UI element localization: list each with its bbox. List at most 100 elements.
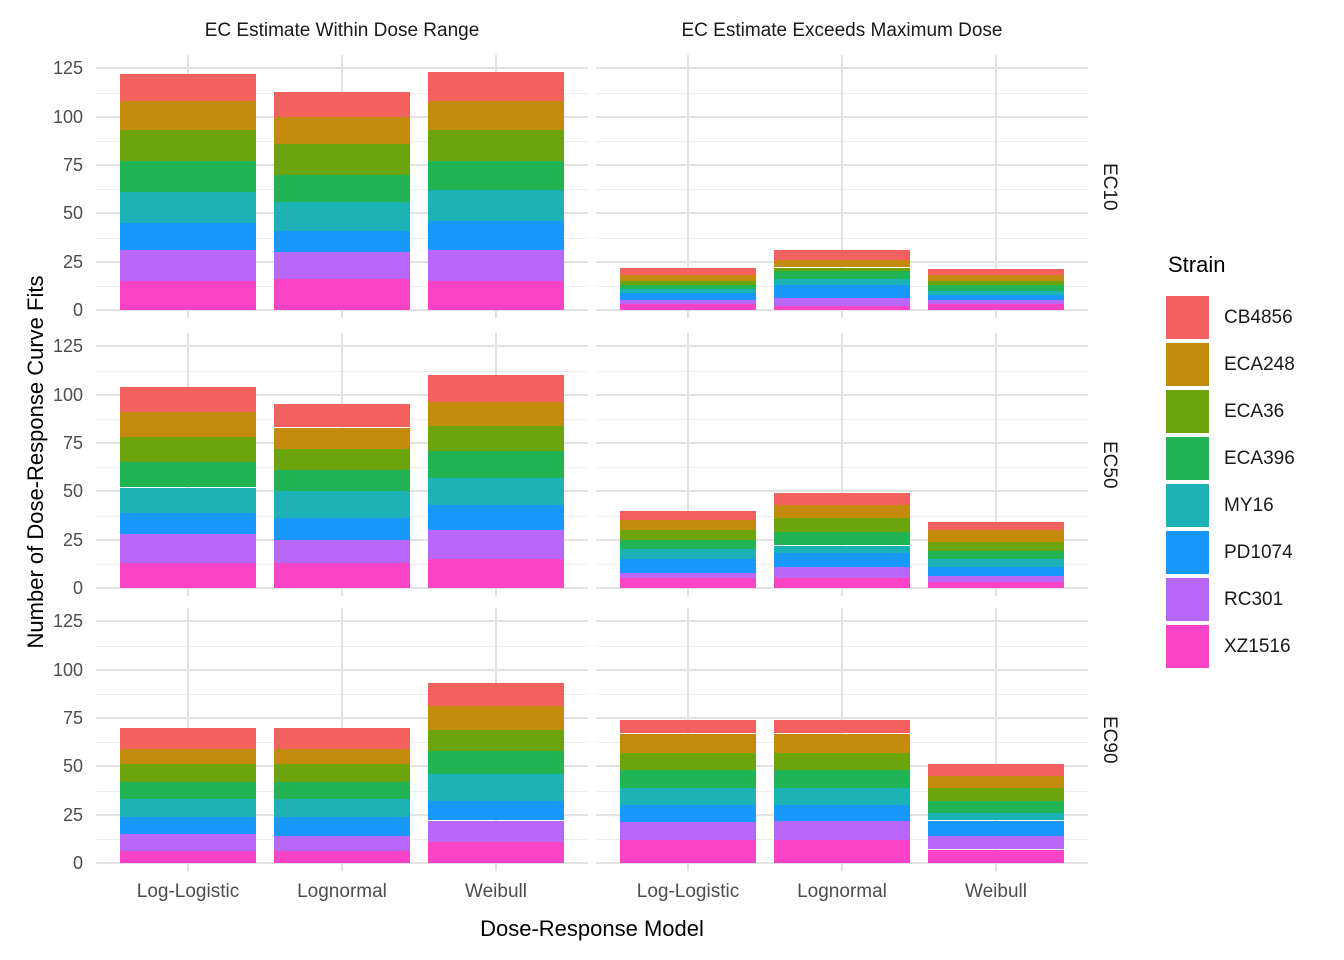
bar-segment-cb4856	[774, 250, 910, 260]
legend-label: ECA248	[1224, 353, 1295, 375]
bar-segment-eca248	[274, 427, 410, 449]
bar-segment-cb4856	[620, 267, 756, 276]
bar-segment-rc301	[774, 566, 910, 579]
bar-segment-eca248	[428, 402, 564, 426]
bar-segment-xz1516	[274, 851, 410, 863]
bar-segment-eca396	[620, 539, 756, 550]
bar-segment-eca248	[620, 275, 756, 281]
bar-segment-rc301	[274, 835, 410, 852]
bar-segment-my16	[620, 787, 756, 805]
x-axis-title: Dose-Response Model	[480, 916, 704, 941]
y-tick-label: 25	[62, 804, 83, 825]
bar-segment-xz1516	[928, 849, 1064, 863]
legend-item: RC301	[1166, 578, 1295, 621]
legend-item: XZ1516	[1166, 625, 1295, 668]
bar-segment-eca248	[428, 706, 564, 730]
bar-segment-rc301	[620, 300, 756, 305]
bar-segment-xz1516	[428, 559, 564, 588]
row-strip-ec10: EC10	[1099, 162, 1120, 211]
bar-segment-rc301	[428, 530, 564, 559]
y-tick-label: 125	[52, 336, 83, 357]
bar-segment-my16	[428, 774, 564, 802]
bar-segment-eca248	[928, 275, 1064, 281]
legend-item: CB4856	[1166, 296, 1295, 339]
bar-segment-rc301	[928, 300, 1064, 305]
bar-segment-cb4856	[274, 404, 410, 428]
bar-segment-xz1516	[774, 839, 910, 863]
bar-segment-eca248	[274, 748, 410, 765]
bar-segment-cb4856	[774, 719, 910, 734]
bar-segment-pd1074	[274, 816, 410, 836]
y-tick-label: 125	[52, 58, 83, 79]
row-strip-ec50: EC50	[1099, 440, 1120, 489]
legend-label: MY16	[1224, 494, 1274, 516]
bar-segment-eca396	[928, 551, 1064, 559]
legend-swatch-eca396	[1166, 437, 1209, 480]
legend-swatch-xz1516	[1166, 625, 1209, 668]
legend-swatch-pd1074	[1166, 531, 1209, 574]
legend-item: PD1074	[1166, 531, 1295, 574]
bar-segment-pd1074	[620, 559, 756, 573]
bar-segment-cb4856	[928, 522, 1064, 530]
bar-segment-eca396	[274, 781, 410, 800]
bar-segment-pd1074	[428, 221, 564, 251]
facet-strip-within-dose-range: EC Estimate Within Dose Range	[204, 20, 480, 41]
bar-segment-rc301	[620, 822, 756, 840]
bar-segment-eca248	[120, 412, 256, 438]
bar-segment-xz1516	[428, 841, 564, 863]
bar-segment-eca248	[120, 101, 256, 131]
legend-title: Strain	[1168, 252, 1226, 277]
bar-segment-eca248	[928, 530, 1064, 542]
legend-label: PD1074	[1224, 541, 1293, 563]
bar-segment-my16	[120, 799, 256, 817]
bar-segment-eca396	[774, 271, 910, 279]
bar-segment-eca248	[774, 259, 910, 268]
bar-segment-xz1516	[774, 578, 910, 588]
x-tick-label: Weibull	[465, 881, 527, 902]
facet-panel-ec90-within	[96, 608, 588, 871]
bar-segment-cb4856	[620, 719, 756, 734]
x-tick-label: Weibull	[965, 881, 1027, 902]
gridline-major-v	[841, 55, 843, 318]
bar-segment-cb4856	[274, 727, 410, 749]
x-tick-label: Log-Logistic	[136, 881, 240, 902]
bar-segment-xz1516	[120, 562, 256, 588]
bar-segment-cb4856	[274, 91, 410, 117]
y-tick-label: 100	[52, 659, 83, 680]
bar-segment-eca396	[428, 450, 564, 478]
bar-segment-cb4856	[620, 510, 756, 521]
bar-segment-xz1516	[620, 578, 756, 588]
facet-panel-ec50-within	[96, 333, 588, 596]
legend: Strain CB4856 ECA248 ECA36 ECA396 MY16 PD1074…	[1166, 252, 1295, 672]
bar-segment-eca396	[774, 531, 910, 546]
bar-segment-xz1516	[120, 851, 256, 863]
y-tick-label: 25	[62, 529, 83, 550]
bar-segment-eca36	[774, 752, 910, 771]
bar-segment-pd1074	[274, 518, 410, 540]
legend-item: ECA248	[1166, 343, 1295, 386]
bar-segment-xz1516	[620, 304, 756, 310]
y-tick-label: 0	[72, 578, 83, 598]
y-tick-label: 50	[62, 481, 83, 502]
legend-swatch-eca36	[1166, 390, 1209, 433]
bar-segment-rc301	[774, 820, 910, 840]
legend-label: RC301	[1224, 588, 1284, 610]
y-tick-label: 50	[62, 756, 83, 777]
bar-segment-eca396	[274, 174, 410, 202]
legend-items: CB4856 ECA248 ECA36 ECA396 MY16 PD1074 RC301 XZ…	[1166, 296, 1295, 668]
bar-segment-xz1516	[274, 562, 410, 588]
y-tick-label: 75	[62, 155, 83, 175]
bar-segment-rc301	[120, 533, 256, 563]
legend-item: ECA396	[1166, 437, 1295, 480]
bar-segment-rc301	[120, 250, 256, 281]
bar-segment-rc301	[120, 834, 256, 852]
bar-segment-my16	[774, 545, 910, 554]
bar-segment-my16	[620, 288, 756, 293]
bar-segment-cb4856	[928, 764, 1064, 776]
bar-segment-eca36	[620, 281, 756, 285]
bar-segment-xz1516	[928, 304, 1064, 310]
bar-segment-eca248	[428, 101, 564, 131]
legend-label: ECA396	[1224, 447, 1295, 469]
bar-segment-cb4856	[428, 683, 564, 707]
x-tick-label: Log-Logistic	[636, 881, 740, 902]
